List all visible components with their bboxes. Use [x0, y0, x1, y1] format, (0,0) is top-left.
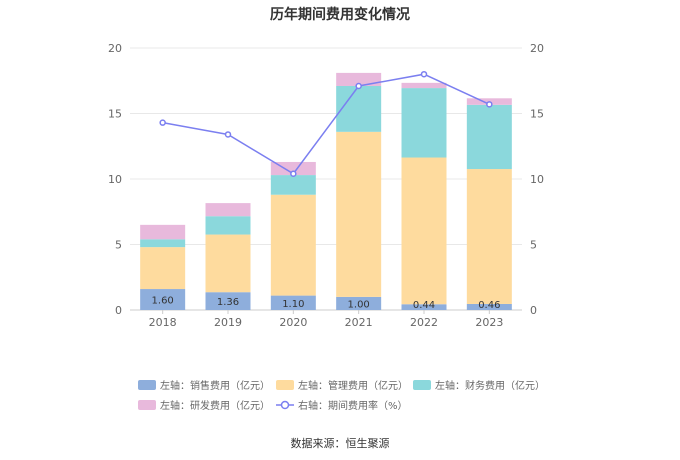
- right-tick-label: 0: [530, 304, 537, 317]
- bar-segment: [466, 303, 512, 310]
- line-series: [159, 70, 493, 178]
- x-axis: 2018 2019 2020 2021 2022 2023: [149, 310, 503, 329]
- left-tick-label: 20: [108, 42, 122, 55]
- bar-segment: [336, 72, 382, 86]
- bar-segment: [205, 234, 251, 293]
- bar-segment: [140, 239, 186, 248]
- legend-label: 左轴：管理费用（亿元）: [298, 379, 408, 392]
- x-tick-label: 2021: [345, 316, 373, 329]
- left-tick-label: 5: [115, 239, 122, 252]
- left-tick-label: 0: [115, 304, 122, 317]
- bar-segment: [140, 289, 186, 310]
- right-tick-label: 10: [530, 173, 544, 186]
- x-tick-label: 2018: [149, 316, 177, 329]
- bar-segment: [336, 296, 382, 310]
- bar-segment: [401, 304, 447, 310]
- bar-segment: [205, 216, 251, 235]
- legend-swatch: [413, 380, 431, 390]
- line-point: [290, 170, 297, 178]
- bar-segment: [466, 169, 512, 304]
- bar-segment: [140, 247, 186, 290]
- x-tick-label: 2019: [214, 316, 242, 329]
- bar-segment: [401, 88, 447, 158]
- bar-segment: [401, 157, 447, 305]
- legend-label: 左轴：研发费用（亿元）: [160, 399, 270, 412]
- bar-value-label: 1.60: [152, 296, 174, 307]
- line-point: [224, 131, 232, 138]
- bar-segment: [270, 295, 316, 310]
- bar-segment: [270, 161, 316, 176]
- bar-value-label: 0.44: [413, 300, 435, 311]
- line-point: [486, 101, 493, 108]
- left-axis: 0 5 10 15 20: [108, 42, 122, 317]
- data-source: 数据来源：恒生聚源: [291, 436, 390, 450]
- bar-segment: [336, 85, 382, 132]
- bar-segment: [270, 175, 316, 195]
- bar-segment: [466, 104, 512, 170]
- right-tick-label: 5: [530, 239, 537, 252]
- right-tick-label: 20: [530, 42, 544, 55]
- left-tick-label: 15: [108, 108, 122, 121]
- bar-segment: [205, 203, 251, 217]
- legend-label: 左轴：财务费用（亿元）: [435, 379, 545, 392]
- bar-segment: [205, 292, 251, 310]
- line-path: [162, 73, 490, 175]
- chart-title: 历年期间费用变化情况: [270, 6, 410, 23]
- bar-segment: [140, 224, 186, 240]
- legend-label: 左轴：销售费用（亿元）: [160, 379, 270, 392]
- bar-labels: 1.60 1.36 1.10 1.00 0.44 0.46: [152, 296, 501, 311]
- line-point: [355, 82, 362, 90]
- x-tick-label: 2022: [410, 316, 438, 329]
- right-tick-label: 15: [530, 108, 544, 121]
- left-tick-label: 10: [108, 173, 122, 186]
- bar-series: [140, 72, 512, 310]
- x-tick-label: 2020: [279, 316, 307, 329]
- bar-segment: [401, 82, 447, 89]
- legend-marker: [280, 400, 290, 410]
- right-axis: 0 5 10 15 20: [530, 42, 544, 317]
- x-tick-label: 2023: [475, 316, 503, 329]
- legend-swatch: [138, 400, 156, 410]
- legend-swatch: [276, 380, 294, 390]
- grid: [130, 47, 522, 311]
- bar-value-label: 1.00: [348, 299, 370, 310]
- legend-swatch: [138, 380, 156, 390]
- line-point: [420, 70, 428, 78]
- bar-value-label: 0.46: [478, 300, 500, 311]
- legend: 左轴：销售费用（亿元） 左轴：管理费用（亿元） 左轴：财务费用（亿元） 左轴：研发费用…: [138, 379, 545, 412]
- bar-value-label: 1.36: [217, 297, 239, 308]
- bar-value-label: 1.10: [282, 299, 304, 310]
- bar-segment: [336, 131, 382, 297]
- bar-segment: [270, 194, 316, 296]
- line-point: [159, 119, 166, 126]
- legend-label: 右轴：期间费用率（%）: [298, 399, 408, 412]
